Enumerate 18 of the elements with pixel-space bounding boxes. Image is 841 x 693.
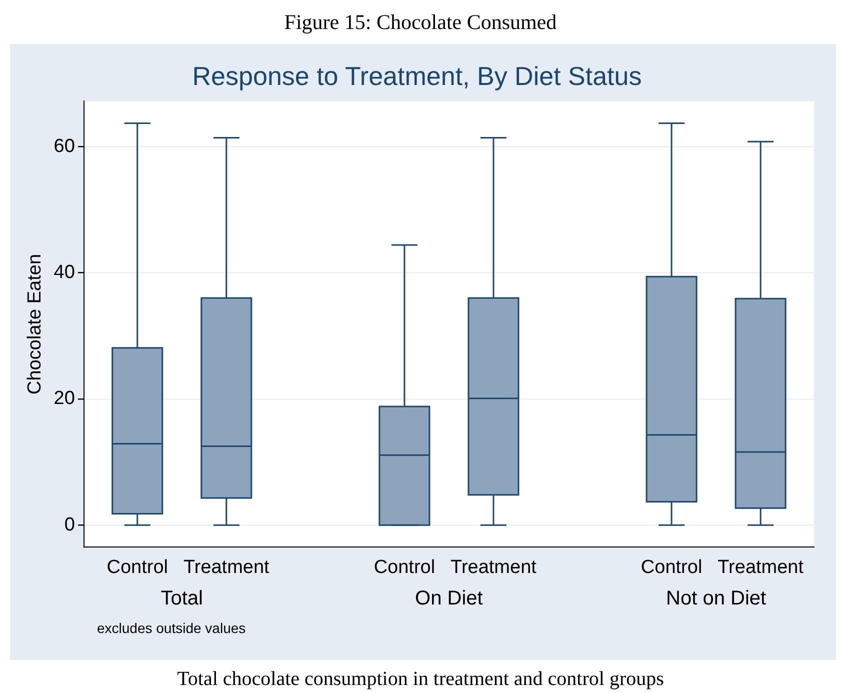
x-tick-label: Treatment	[183, 556, 270, 578]
caption: Figure 15: Chocolate Consumed	[283, 10, 558, 35]
text: excludes outside values	[97, 620, 246, 636]
text: Total chocolate consumption in treatment and control groups	[176, 668, 665, 691]
x-tick-label: Treatment	[718, 556, 804, 578]
y-tick-label: 0	[64, 514, 75, 536]
y-axis-title: Chocolate Eaten	[24, 254, 46, 394]
y-tick-label: 20	[54, 388, 75, 410]
text: Total	[160, 588, 203, 610]
x-tick-label: Control	[640, 556, 702, 578]
x-tick-label: Control	[106, 556, 168, 578]
x-tick-label: Control	[374, 556, 436, 578]
x-tick-label: Treatment	[450, 556, 538, 578]
text: On Diet	[415, 588, 484, 610]
chart-title: Response to Treatment, By Diet Status	[192, 60, 642, 91]
y-tick-label: 60	[54, 136, 75, 157]
text: Not on Diet	[666, 588, 767, 610]
y-tick-label: 40	[54, 262, 75, 284]
